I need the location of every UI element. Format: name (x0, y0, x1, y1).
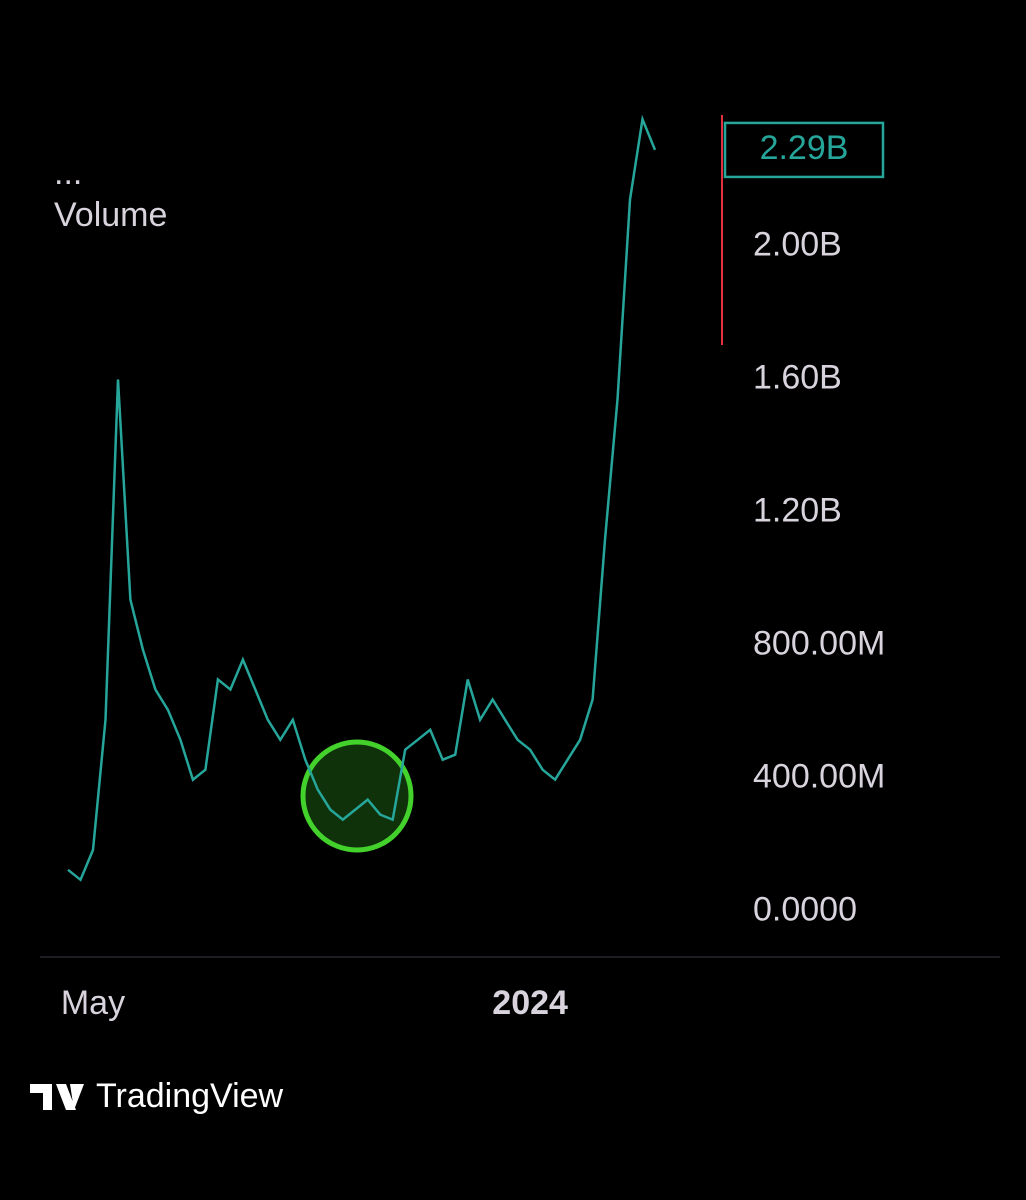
y-tick-label: 400.00M (753, 758, 885, 796)
x-tick-label: 2024 (492, 984, 568, 1022)
last-value-label: 2.29B (760, 129, 849, 167)
y-tick-label: 1.60B (753, 358, 842, 396)
y-tick-label: 1.20B (753, 492, 842, 530)
price-line (67, 114, 657, 882)
brand-name: TradingView (96, 1077, 284, 1115)
x-tick-label: May (61, 984, 125, 1022)
indicator-label: Volume (54, 196, 167, 234)
logo: TradingView (30, 1077, 284, 1115)
menu-dots: ... (54, 154, 82, 192)
last-value-box (723, 121, 885, 179)
y-tick-label: 800.00M (753, 625, 885, 663)
y-tick-label: 2.00B (753, 225, 842, 263)
highlight-circle (300, 739, 414, 853)
y-tick-label: 0.0000 (753, 891, 857, 929)
logo-mark (30, 1084, 84, 1110)
